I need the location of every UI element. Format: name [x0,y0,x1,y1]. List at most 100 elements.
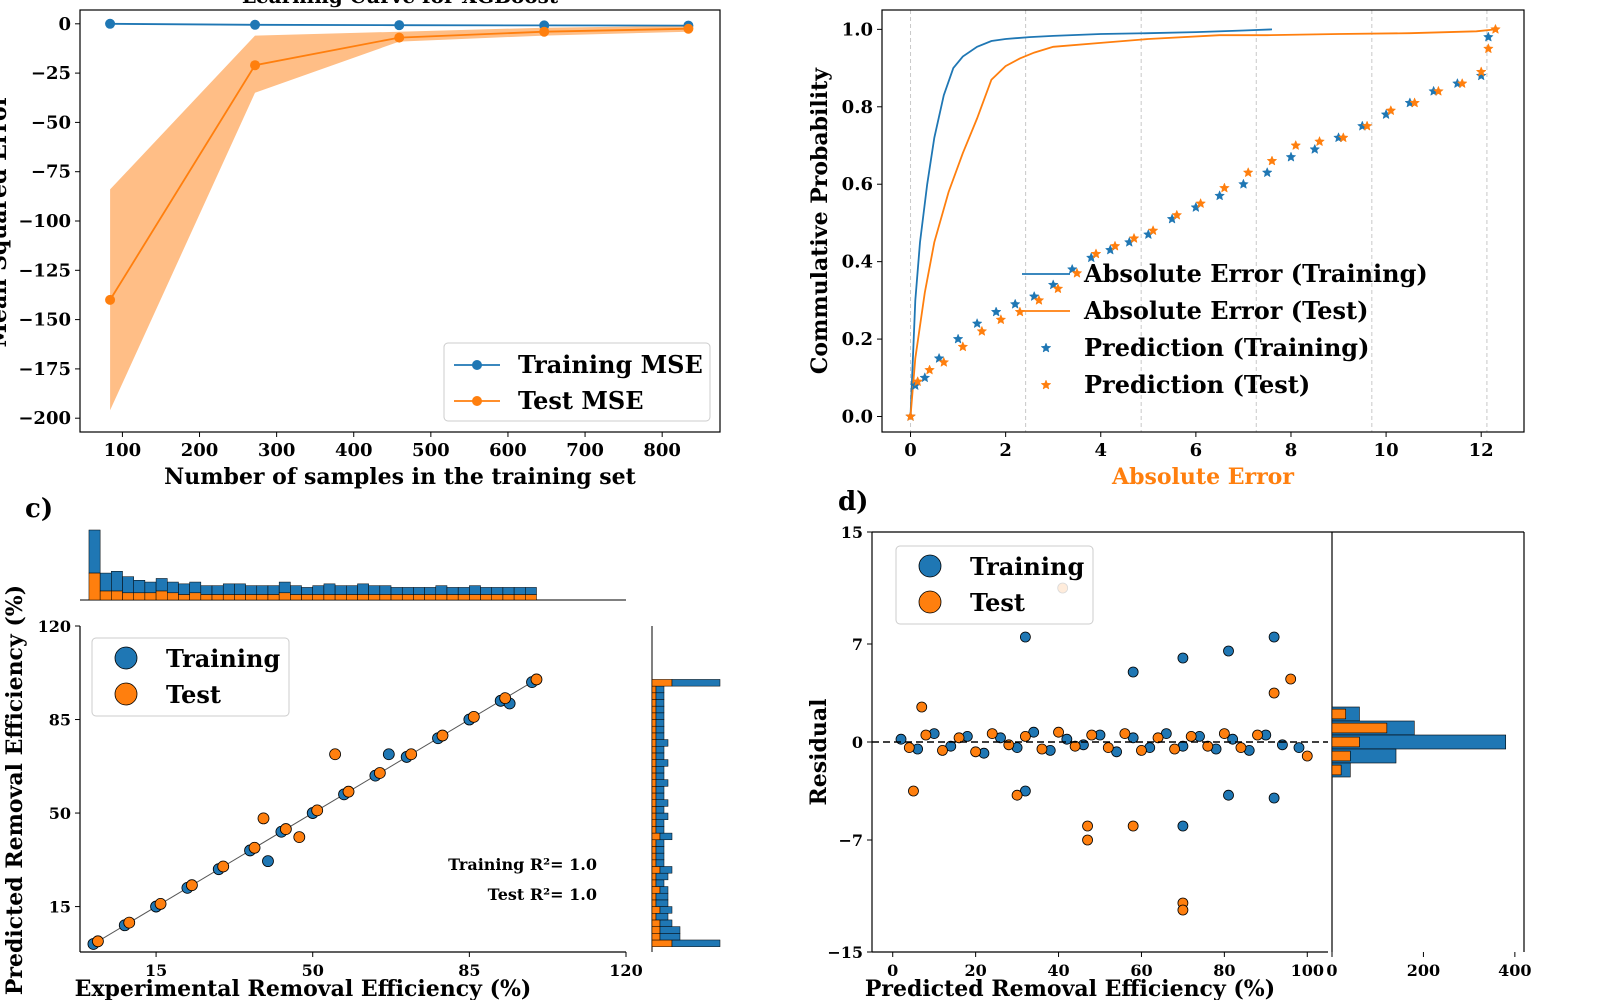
x-tick-label-d-2: 40 [1047,961,1069,980]
right-hist-bar-test [651,799,657,807]
prediction-point-b-3 [1482,43,1494,54]
y-tick-label-a-4: −100 [18,211,71,232]
panel-label-d: d) [838,487,868,517]
x-tick-label-a-7: 800 [643,440,681,461]
scatter-point-c-0 [382,748,395,761]
prediction-point-b-3 [912,376,924,387]
y-tick-label-a-5: −125 [18,260,71,281]
top-hist-bar-test [88,572,101,601]
right-hist-bar-test [651,732,657,740]
top-hist-bar-test [234,594,246,601]
right-hist-bar-test [651,939,673,947]
scatter-point-c-1 [373,767,386,779]
top-hist-bar-training [390,587,403,595]
right-hist-bar-training [655,859,665,867]
scatter-point-c-1 [92,935,104,948]
hist-x-tick-label-d-0: 0 [1326,961,1337,980]
residual-point-d-1 [1136,745,1147,756]
annotation-c-0: Training R²= 1.0 [448,855,597,874]
hist-x-tick-label-d-1: 200 [1407,961,1440,980]
legend-marker-a-0 [472,360,482,370]
y-axis-label-c: Predicted Removal Efficiency (%) [2,585,28,995]
scatter-point-c-1 [248,841,261,854]
top-hist-bar-training [513,587,526,595]
top-hist-bar-test [368,594,381,601]
y-tick-label-c-1: 50 [49,804,71,823]
scatter-point-c-1 [530,673,543,686]
training-mse-point [394,20,405,31]
right-hist-bar-test [651,846,657,854]
prediction-point-b-3 [1361,120,1373,131]
y-tick-label-b-3: 0.6 [842,174,873,195]
top-hist-bar-training [222,583,235,595]
legend-star-b-2 [1040,342,1052,353]
right-hist-bar-training [659,926,681,934]
top-hist-bar-test [167,592,179,601]
right-hist-bar-training [655,879,665,887]
right-hist-bar-training [655,786,665,794]
right-hist-bar-training [655,732,665,740]
prediction-point-b-2 [1009,298,1021,309]
right-hist-bar-training [655,826,665,834]
residual-hist-bar-test [1331,764,1342,776]
residual-point-d-0 [1177,652,1189,664]
right-hist-bar-test [651,779,657,787]
residual-point-d-1 [1069,740,1081,752]
x-tick-label-d-5: 100 [1291,961,1324,980]
prediction-point-b-3 [924,364,935,375]
right-hist-bar-training [655,872,669,881]
prediction-point-b-2 [990,306,1002,317]
top-hist-bar-test [200,594,213,601]
panel-label-c: c) [25,494,53,524]
y-tick-label-a-6: −150 [18,310,71,331]
right-hist-bar-test [651,812,657,820]
y-tick-label-a-8: −200 [18,408,71,429]
residual-point-d-1 [1235,742,1247,753]
scatter-point-c-1 [257,812,270,825]
right-hist-bar-training [655,792,665,800]
top-hist-bar-test [469,594,481,601]
right-hist-bar-training [659,886,669,894]
residual-point-d-1 [1169,743,1181,755]
residual-point-d-1 [1019,731,1031,742]
top-hist-bar-test [312,594,325,601]
prediction-point-b-2 [1238,178,1249,189]
y-tick-label-d-4: −15 [827,943,863,962]
right-hist-bar-training [655,699,665,707]
residual-point-d-0 [1019,631,1031,643]
y-tick-label-a-0: 0 [58,14,71,35]
x-tick-label-b-6: 12 [1469,440,1494,461]
right-hist-bar-test [651,886,661,894]
prediction-point-b-2 [1309,143,1321,154]
legend-text-b-0: Absolute Error (Training) [1083,259,1428,288]
right-hist-bar-test [651,692,657,700]
right-hist-bar-test [651,852,657,861]
x-tick-label-c-3: 120 [609,961,642,980]
right-hist-bar-training [655,692,665,700]
right-hist-bar-test [651,913,657,921]
residual-point-d-1 [916,701,928,713]
prediction-point-b-3 [1409,97,1421,108]
residual-point-d-0 [1268,631,1280,643]
top-hist-bar-test [290,594,302,601]
right-hist-bar-training [655,766,665,774]
right-hist-bar-test [651,679,673,687]
top-hist-bar-test [155,590,168,601]
top-hist-bar-training [245,585,258,595]
top-hist-bar-test [346,594,358,601]
prediction-point-b-3 [1432,85,1444,96]
right-hist-bar-training [655,799,669,807]
top-hist-bar-test [245,594,258,601]
y-tick-label-c-0: 15 [49,898,71,917]
residual-point-d-1 [1202,740,1214,752]
top-hist-bar-training [334,585,347,595]
prediction-point-b-3 [1147,225,1159,236]
right-hist-bar-test [651,792,657,800]
x-tick-label-a-6: 700 [566,440,604,461]
top-hist-bar-training [234,583,246,595]
top-hist-bar-test [144,592,157,601]
top-hist-bar-training [111,571,123,592]
top-hist-bar-test [334,594,347,601]
top-hist-bar-training [379,585,392,595]
x-tick-label-b-5: 10 [1374,440,1399,461]
